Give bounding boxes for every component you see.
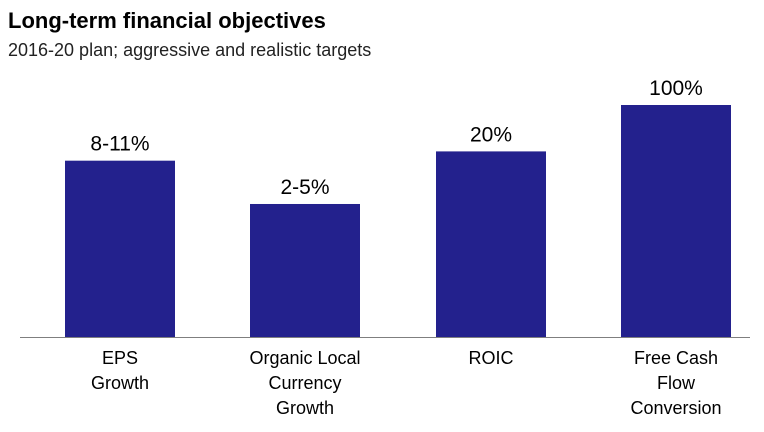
category-label-3-line-2: Conversion: [630, 398, 721, 418]
bar-value-label-1: 2-5%: [280, 176, 329, 199]
category-label-0-line-0: EPS: [102, 348, 138, 368]
bar-0: [65, 160, 175, 337]
category-label-1-line-0: Organic Local: [249, 348, 360, 368]
chart-subtitle: 2016-20 plan; aggressive and realistic t…: [8, 40, 372, 60]
category-label-0-line-1: Growth: [91, 373, 149, 393]
bar-3: [621, 105, 731, 337]
category-label-3-line-1: Flow: [657, 373, 696, 393]
category-label-3-line-0: Free Cash: [634, 348, 718, 368]
bar-2: [436, 151, 546, 337]
bar-1: [250, 203, 360, 337]
bar-value-label-2: 20%: [470, 123, 512, 146]
category-label-2-line-0: ROIC: [469, 348, 514, 368]
category-label-1-line-2: Growth: [276, 398, 334, 418]
bar-value-label-0: 8-11%: [90, 133, 149, 156]
category-label-1-line-1: Currency: [268, 373, 341, 393]
bar-value-label-3: 100%: [649, 77, 703, 100]
chart-title: Long-term financial objectives: [8, 8, 326, 33]
